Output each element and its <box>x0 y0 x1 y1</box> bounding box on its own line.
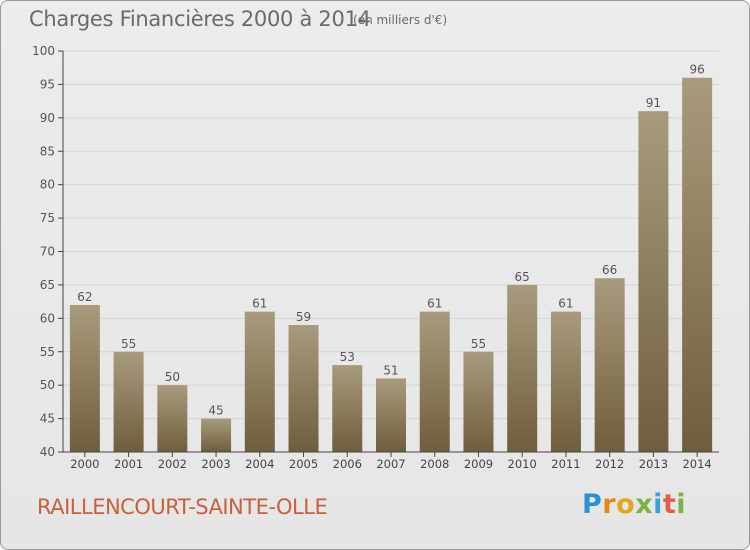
x-tick-label: 2005 <box>289 457 318 471</box>
x-tick-label: 2014 <box>682 457 711 471</box>
x-tick-label: 2002 <box>158 457 187 471</box>
bar <box>244 311 275 452</box>
y-tick-label: 50 <box>40 378 55 392</box>
data-label: 66 <box>602 263 617 277</box>
logo-letter: o <box>616 489 636 520</box>
y-tick-label: 40 <box>40 445 55 459</box>
x-tick-label: 2003 <box>201 457 230 471</box>
y-tick-label: 80 <box>40 178 55 192</box>
logo-letter: i <box>676 489 687 520</box>
logo-letter: x <box>635 489 654 520</box>
y-tick-label: 55 <box>40 345 55 359</box>
x-tick-label: 2001 <box>114 457 143 471</box>
bar <box>201 418 232 452</box>
y-tick-label: 95 <box>40 77 55 91</box>
y-tick-label: 100 <box>32 44 55 58</box>
bar <box>638 111 669 453</box>
bar <box>682 77 713 452</box>
bar <box>113 351 144 452</box>
data-label: 65 <box>515 270 530 284</box>
bar <box>594 278 625 452</box>
commune-name: RAILLENCOURT-SAINTE-OLLE <box>37 495 328 519</box>
y-tick-label: 75 <box>40 211 55 225</box>
data-label: 53 <box>340 350 355 364</box>
x-axis: 2000 2001 2002 2003 2004 2005 2006 2007 2008 2009… <box>63 451 719 471</box>
data-label: 61 <box>558 297 573 311</box>
bar <box>419 311 450 452</box>
y-tick-label: 45 <box>40 412 55 426</box>
logo-letter: r <box>602 489 617 520</box>
unit-label: (en milliers d'€) <box>353 13 448 27</box>
x-tick-label: 2010 <box>508 457 537 471</box>
x-tick-label: 2004 <box>245 457 274 471</box>
y-tick-label: 60 <box>40 311 55 325</box>
proxiti-logo[interactable]: Proxiti <box>582 489 686 520</box>
data-label: 55 <box>121 337 136 351</box>
bar <box>507 284 538 452</box>
y-tick-label: 65 <box>40 278 55 292</box>
x-tick-label: 2012 <box>595 457 624 471</box>
data-label: 59 <box>296 310 311 324</box>
data-label: 91 <box>646 96 661 110</box>
y-axis: 40 45 50 55 60 65 70 75 80 85 90 95 100 <box>32 44 64 459</box>
x-tick-label: 2008 <box>420 457 449 471</box>
data-label: 45 <box>208 404 223 418</box>
logo-letter: P <box>582 489 603 520</box>
data-label: 96 <box>689 63 704 77</box>
bar <box>332 365 363 452</box>
chart-title: Charges Financières 2000 à 2014 <box>29 7 371 31</box>
bar <box>157 385 188 452</box>
bars: 62 55 50 45 61 59 53 51 61 55 65 61 66 91 96 <box>69 63 713 453</box>
x-tick-label: 2000 <box>70 457 99 471</box>
data-label: 61 <box>427 297 442 311</box>
bar <box>463 351 494 452</box>
data-label: 55 <box>471 337 486 351</box>
x-tick-label: 2011 <box>551 457 580 471</box>
bar <box>69 304 100 452</box>
bar <box>550 311 581 452</box>
x-tick-label: 2006 <box>333 457 362 471</box>
x-tick-label: 2007 <box>376 457 405 471</box>
data-label: 62 <box>77 290 92 304</box>
data-label: 51 <box>383 363 398 377</box>
y-tick-label: 70 <box>40 245 55 259</box>
data-label: 50 <box>165 370 180 384</box>
logo-letter: i <box>653 489 663 520</box>
data-label: 61 <box>252 297 267 311</box>
x-tick-label: 2009 <box>464 457 493 471</box>
logo-letter: t <box>662 489 677 520</box>
bar <box>376 378 406 452</box>
bar <box>288 325 319 452</box>
x-tick-label: 2013 <box>639 457 668 471</box>
y-tick-label: 85 <box>40 144 55 158</box>
y-tick-label: 90 <box>40 111 55 125</box>
